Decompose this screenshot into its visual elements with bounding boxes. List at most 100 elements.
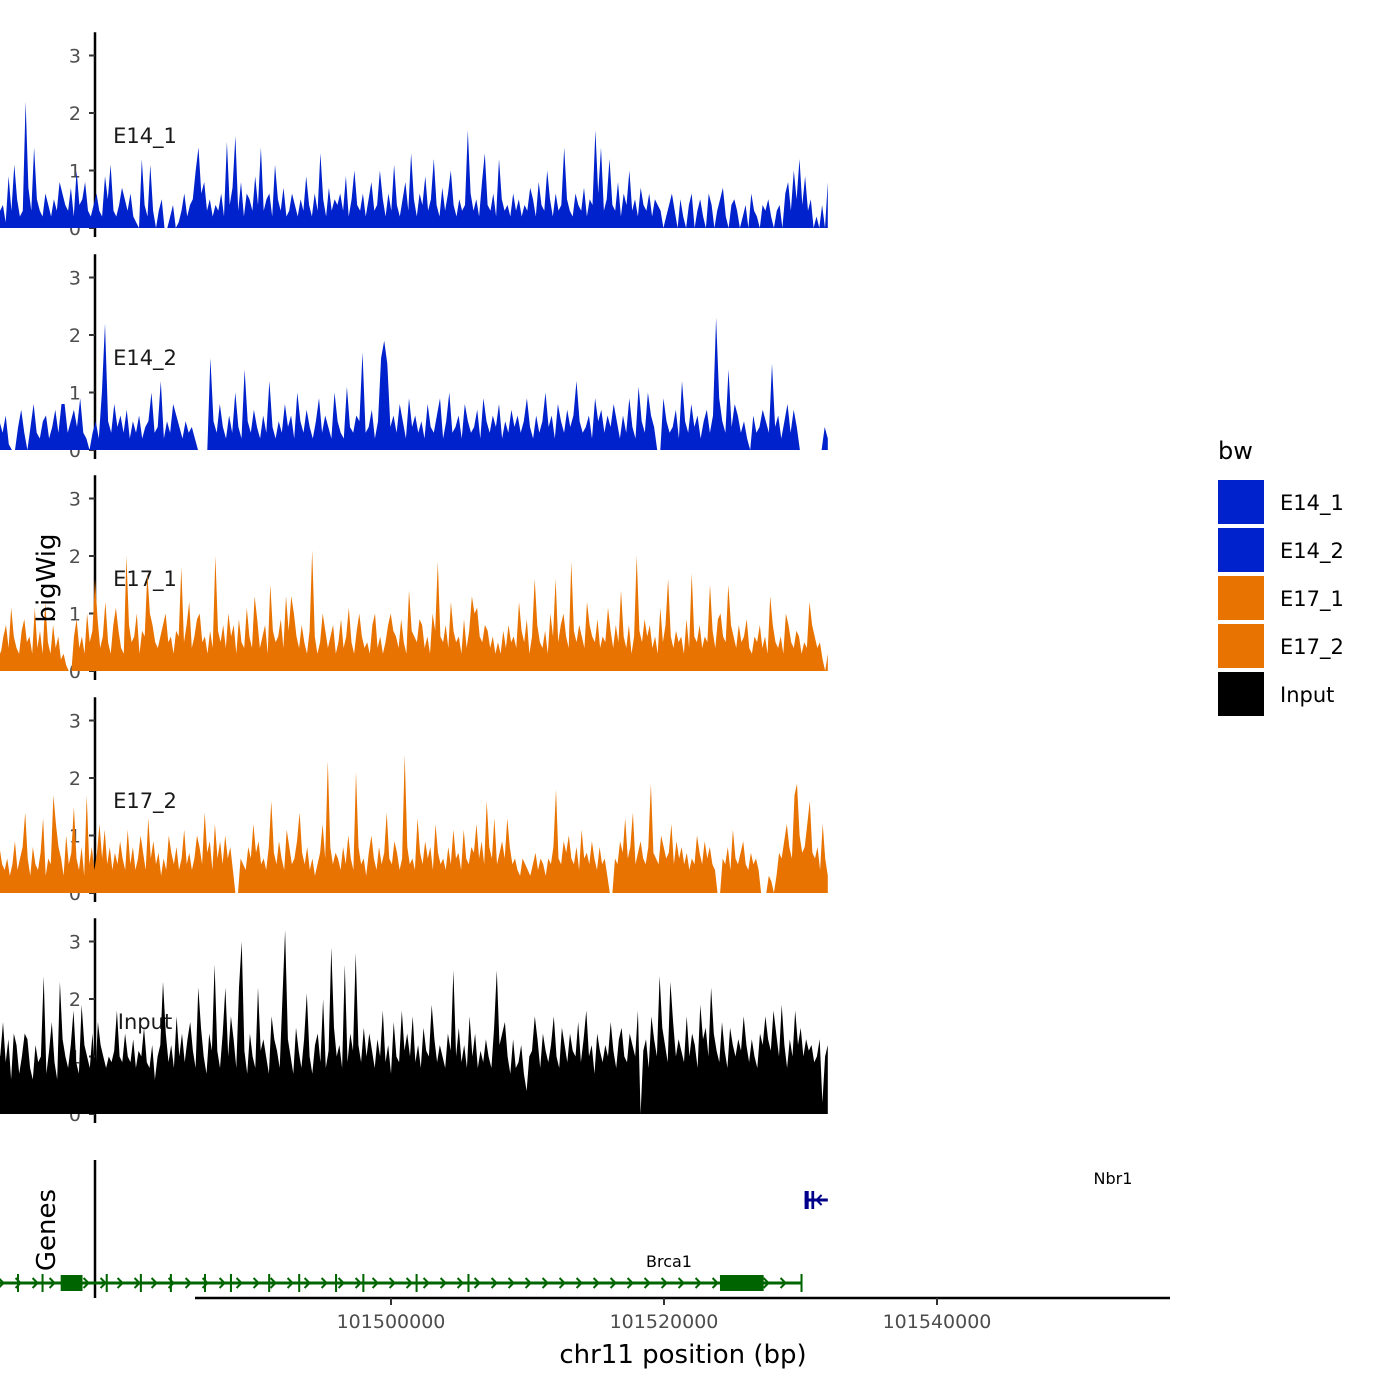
exon xyxy=(16,1274,20,1292)
legend-swatch-E14_2 xyxy=(1218,528,1264,572)
strand-arrow xyxy=(269,1277,277,1289)
strand-arrow xyxy=(48,1277,56,1289)
strand-arrow xyxy=(184,1277,192,1289)
exon xyxy=(362,1274,365,1292)
strand-arrow xyxy=(116,1277,124,1289)
strand-arrow xyxy=(660,1277,668,1289)
y-tick-label: 2 xyxy=(69,103,81,125)
exon xyxy=(804,1191,809,1209)
strand-arrow xyxy=(558,1277,566,1289)
y-tick-label: 3 xyxy=(69,711,81,733)
y-tick-label: 1 xyxy=(69,383,81,405)
strand-arrow xyxy=(694,1277,702,1289)
signal-area-E14_2 xyxy=(0,317,828,450)
strand-arrow xyxy=(235,1277,243,1289)
y-axis-title: bigWig xyxy=(32,533,62,622)
y-tick-label: 1 xyxy=(69,161,81,183)
y-tick-label: 1 xyxy=(69,604,81,626)
exon xyxy=(335,1274,338,1292)
strand-arrow xyxy=(490,1277,498,1289)
strand-arrow xyxy=(762,1277,770,1289)
signal-area-Input xyxy=(0,930,828,1114)
legend-title: bw xyxy=(1218,437,1253,465)
strand-arrow xyxy=(0,1278,5,1288)
legend-label: Input xyxy=(1280,683,1334,707)
strand-arrow xyxy=(643,1277,651,1289)
strand-arrow xyxy=(575,1277,583,1289)
strand-arrow xyxy=(286,1277,294,1289)
x-tick-label: 101540000 xyxy=(883,1311,992,1333)
exon xyxy=(60,1275,83,1291)
strand-arrow xyxy=(677,1277,685,1289)
exon xyxy=(415,1274,418,1292)
legend-swatch-E17_2 xyxy=(1218,624,1264,668)
legend-swatch-E17_1 xyxy=(1218,576,1264,620)
strand-arrow xyxy=(320,1277,328,1289)
y-tick-label: 3 xyxy=(69,932,81,954)
y-tick-label: 3 xyxy=(69,489,81,511)
strand-arrow xyxy=(388,1277,396,1289)
track-label: E17_2 xyxy=(113,789,177,814)
strand-arrow xyxy=(609,1277,617,1289)
strand-arrow xyxy=(507,1277,515,1289)
x-axis-title: chr11 position (bp) xyxy=(559,1340,806,1370)
strand-arrow xyxy=(252,1277,260,1289)
strand-arrow xyxy=(711,1277,719,1289)
exon xyxy=(169,1274,172,1292)
legend: bw E14_1 E14_2 E17_1 E17_2 Input xyxy=(1218,437,1344,716)
x-tick-label: 101520000 xyxy=(610,1311,719,1333)
y-tick-label: 3 xyxy=(69,46,81,68)
track-label: E14_2 xyxy=(113,346,177,371)
y-tick-label: 2 xyxy=(69,325,81,347)
y-tick-label: 2 xyxy=(69,546,81,568)
strand-arrow xyxy=(541,1277,549,1289)
exon xyxy=(800,1274,803,1292)
strand-arrow xyxy=(626,1277,634,1289)
signal-area-E17_1 xyxy=(0,550,828,671)
genes-panel-title: Genes xyxy=(32,1189,62,1271)
strand-arrow xyxy=(456,1277,464,1289)
exon xyxy=(811,1191,815,1209)
strand-arrow xyxy=(473,1277,481,1289)
strand-arrow xyxy=(82,1277,90,1289)
strand-arrow xyxy=(439,1277,447,1289)
legend-label: E17_1 xyxy=(1280,587,1344,612)
x-tick-label: 101500000 xyxy=(337,1311,446,1333)
exon xyxy=(719,1275,764,1291)
legend-label: E17_2 xyxy=(1280,635,1344,660)
strand-arrow xyxy=(133,1277,141,1289)
exon xyxy=(268,1274,271,1292)
track-label: E14_1 xyxy=(113,124,177,149)
y-tick-label: 2 xyxy=(69,768,81,790)
strand-arrow xyxy=(150,1277,158,1289)
gene-label: Brca1 xyxy=(646,1252,692,1271)
y-tick-label: 3 xyxy=(69,268,81,290)
exon xyxy=(203,1274,206,1292)
strand-arrow xyxy=(337,1277,345,1289)
exon xyxy=(229,1274,232,1292)
gene-Nbr1: Nbr1 xyxy=(804,1169,1133,1209)
gene-Brca1: Brca1 xyxy=(0,1252,803,1292)
strand-arrow xyxy=(354,1277,362,1289)
track-label: E17_1 xyxy=(113,567,177,592)
legend-label: E14_1 xyxy=(1280,491,1344,516)
exon xyxy=(467,1274,470,1292)
signal-area-E17_2 xyxy=(0,755,828,893)
strand-arrow xyxy=(371,1277,379,1289)
strand-arrow xyxy=(524,1277,532,1289)
gene-label: Nbr1 xyxy=(1094,1169,1133,1188)
exon xyxy=(298,1274,301,1292)
strand-arrow xyxy=(779,1277,787,1289)
strand-arrow xyxy=(405,1277,413,1289)
strand-arrow xyxy=(422,1277,430,1289)
signal-area-E14_1 xyxy=(0,101,828,228)
x-axis: 101500000 101520000 101540000 xyxy=(195,1296,1170,1333)
exon xyxy=(105,1274,108,1292)
y-tick-label: 2 xyxy=(69,989,81,1011)
strand-arrow xyxy=(99,1277,107,1289)
